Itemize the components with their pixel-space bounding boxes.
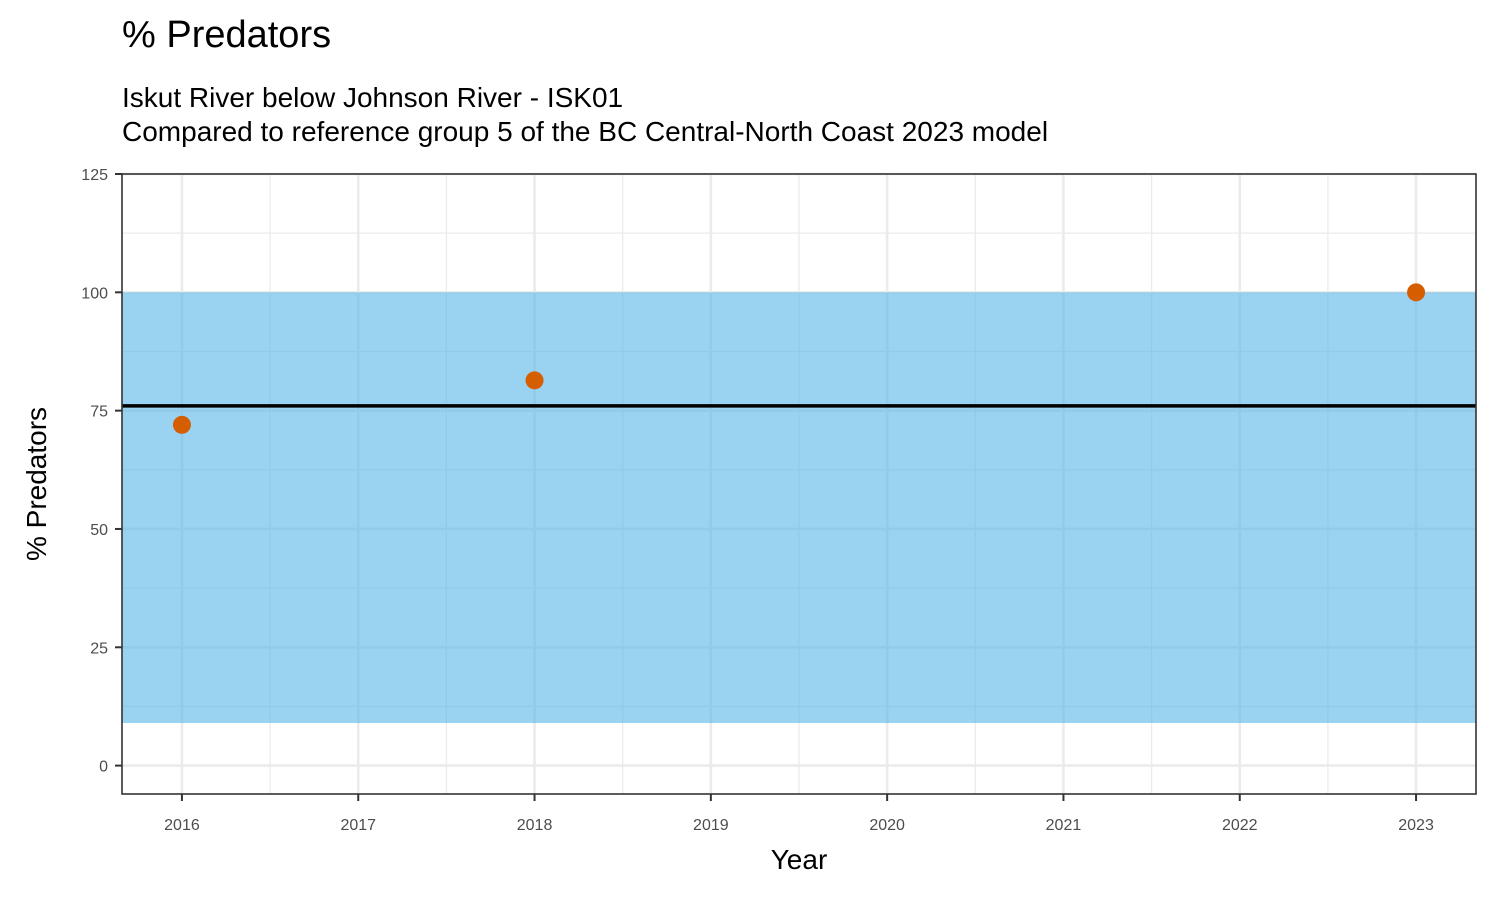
x-tick-label-2018: 2018 [517,817,553,834]
x-tick-label-2019: 2019 [693,817,729,834]
chart-subtitle-line-2: Compared to reference group 5 of the BC … [122,116,1049,147]
data-point-2016 [172,415,191,434]
y-tick-label-50: 50 [90,522,108,539]
y-axis-title: % Predators [21,407,52,561]
y-tick-label-25: 25 [90,640,108,657]
x-axis-title: Year [771,844,828,875]
x-tick-label-2022: 2022 [1222,817,1258,834]
panel-border-layer [121,173,1477,795]
panel-border [121,173,1477,795]
data-points [172,283,1426,434]
x-tick-label-2020: 2020 [869,817,905,834]
y-axis-ticks: 0 25 50 75 100 125 [81,167,122,776]
reference-band-layer [122,292,1476,724]
chart-subtitle-line-1: Iskut River below Johnson River - ISK01 [122,82,624,113]
x-tick-label-2023: 2023 [1398,817,1434,834]
chart-title: % Predators [122,14,332,56]
y-tick-label-125: 125 [81,167,108,184]
x-tick-label-2017: 2017 [340,817,376,834]
x-tick-label-2016: 2016 [164,817,200,834]
y-tick-label-75: 75 [90,404,108,421]
x-tick-label-2021: 2021 [1046,817,1082,834]
reference-range-band [122,292,1476,724]
data-point-2018 [525,371,544,390]
y-tick-label-0: 0 [99,759,108,776]
data-point-2023 [1407,283,1426,302]
y-tick-label-100: 100 [81,285,108,302]
x-axis-ticks: 2016 2017 2018 2019 2020 2021 2022 2023 [164,794,1434,834]
